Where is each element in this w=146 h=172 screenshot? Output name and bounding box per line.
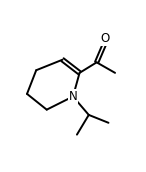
Text: N: N [69,90,77,103]
Text: O: O [100,32,109,45]
